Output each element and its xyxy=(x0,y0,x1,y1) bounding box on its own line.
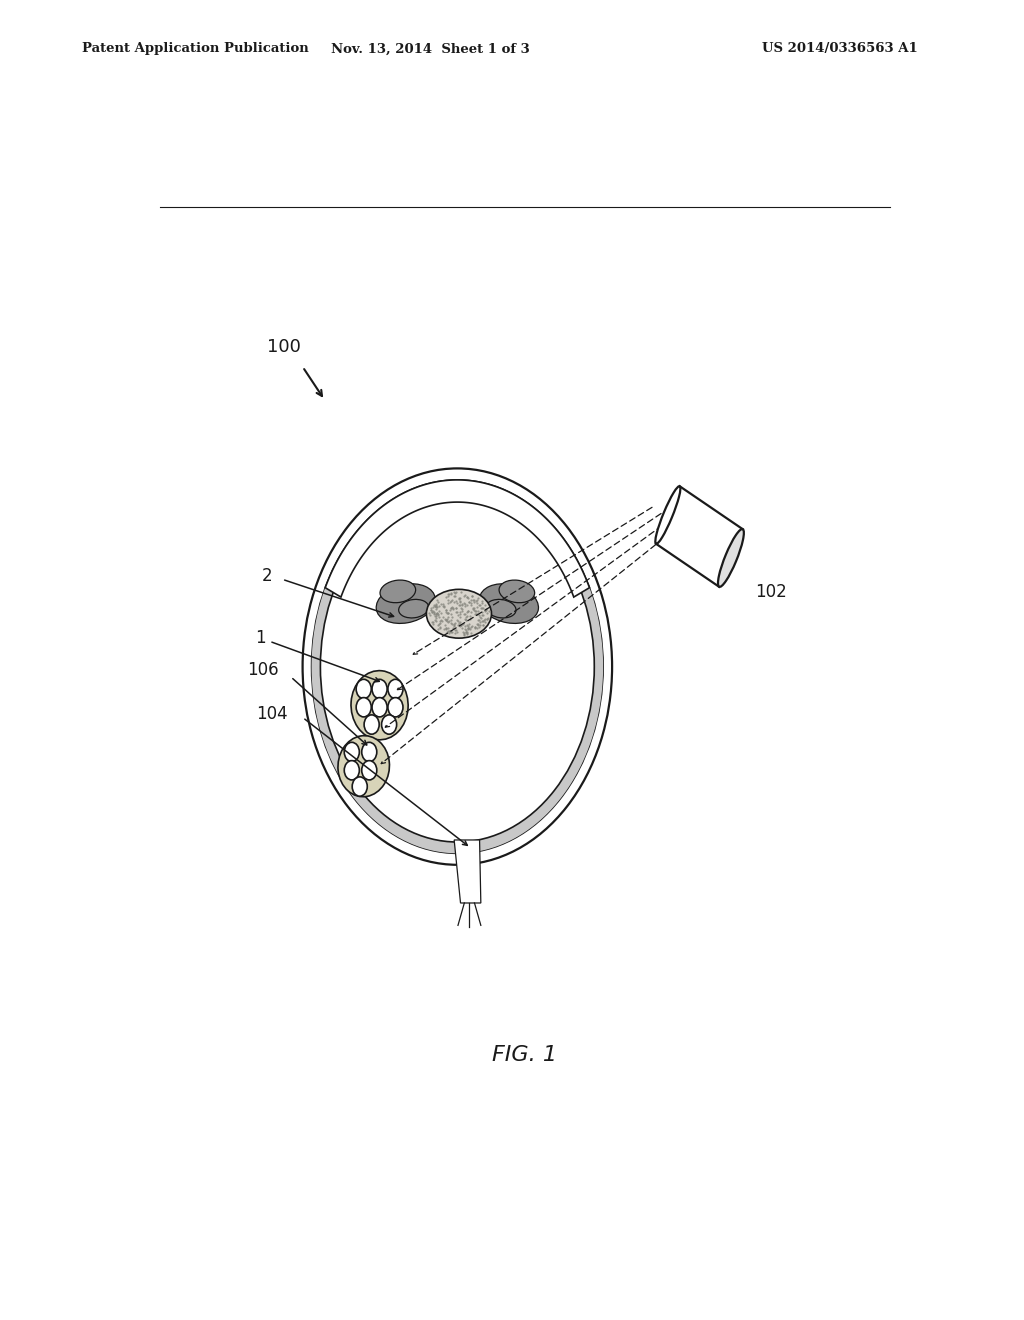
Text: 106: 106 xyxy=(247,661,279,678)
Circle shape xyxy=(303,469,612,865)
Ellipse shape xyxy=(351,671,409,739)
Circle shape xyxy=(321,491,594,842)
Circle shape xyxy=(361,760,377,780)
Circle shape xyxy=(372,697,387,717)
Polygon shape xyxy=(455,840,481,903)
Circle shape xyxy=(388,680,403,698)
Ellipse shape xyxy=(655,486,680,544)
Text: 102: 102 xyxy=(755,583,786,602)
Circle shape xyxy=(361,742,377,762)
Circle shape xyxy=(344,760,359,780)
Text: Patent Application Publication: Patent Application Publication xyxy=(82,42,308,55)
Text: US 2014/0336563 A1: US 2014/0336563 A1 xyxy=(762,42,918,55)
Ellipse shape xyxy=(479,583,539,623)
Circle shape xyxy=(365,715,379,734)
Ellipse shape xyxy=(338,735,389,797)
Circle shape xyxy=(344,742,359,762)
Text: Nov. 13, 2014  Sheet 1 of 3: Nov. 13, 2014 Sheet 1 of 3 xyxy=(331,42,529,55)
Circle shape xyxy=(356,680,372,698)
Circle shape xyxy=(311,480,603,853)
Text: 1: 1 xyxy=(255,630,265,647)
Polygon shape xyxy=(326,480,590,597)
Text: 104: 104 xyxy=(257,705,288,723)
Circle shape xyxy=(356,697,372,717)
Circle shape xyxy=(352,777,368,796)
Ellipse shape xyxy=(499,579,535,603)
Text: 100: 100 xyxy=(267,338,301,355)
Text: FIG. 1: FIG. 1 xyxy=(493,1045,557,1065)
Circle shape xyxy=(388,697,403,717)
Ellipse shape xyxy=(426,589,492,638)
Text: 2: 2 xyxy=(261,568,272,585)
Ellipse shape xyxy=(486,599,516,618)
Ellipse shape xyxy=(380,579,416,603)
Ellipse shape xyxy=(376,583,435,623)
Ellipse shape xyxy=(718,529,743,587)
Ellipse shape xyxy=(398,599,429,618)
Polygon shape xyxy=(656,486,742,586)
Polygon shape xyxy=(311,480,603,853)
Circle shape xyxy=(372,680,387,698)
Circle shape xyxy=(382,715,396,734)
